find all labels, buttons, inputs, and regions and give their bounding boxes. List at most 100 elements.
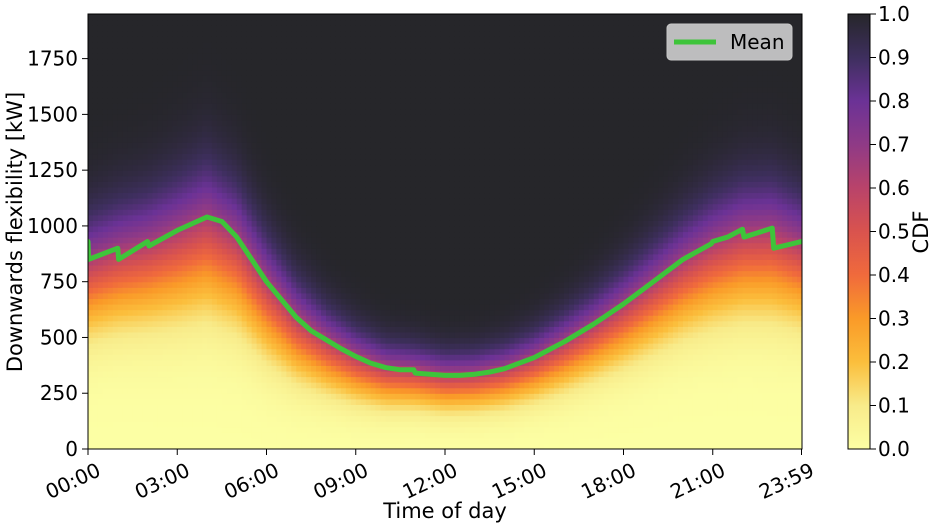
heatmap-cell (157, 410, 163, 416)
heatmap-cell (286, 287, 292, 293)
heatmap-cell (267, 421, 273, 427)
heatmap-cell (138, 321, 144, 327)
heatmap-cell (133, 220, 139, 226)
heatmap-cell (217, 209, 223, 215)
heatmap-cell (301, 237, 307, 243)
heatmap-cell (381, 209, 387, 215)
heatmap-cell (222, 153, 228, 159)
heatmap-cell (177, 321, 183, 327)
heatmap-cell (267, 220, 273, 226)
heatmap-cell (316, 365, 322, 371)
heatmap-cell (138, 438, 144, 444)
heatmap-cell (207, 103, 213, 109)
heatmap-cell (326, 120, 332, 126)
heatmap-cell (118, 237, 124, 243)
heatmap-cell (281, 126, 287, 132)
heatmap-cell (276, 204, 282, 210)
heatmap-cell (351, 92, 357, 98)
heatmap-cell (291, 226, 297, 232)
heatmap-cell (197, 14, 203, 20)
heatmap-cell (341, 304, 347, 310)
heatmap-cell (311, 187, 317, 193)
heatmap-cell (316, 153, 322, 159)
heatmap-cell (93, 204, 99, 210)
heatmap-cell (376, 271, 382, 277)
heatmap-cell (157, 304, 163, 310)
heatmap-cell (98, 131, 104, 137)
heatmap-cell (291, 237, 297, 243)
heatmap-cell (281, 421, 287, 427)
heatmap-cell (291, 321, 297, 327)
heatmap-cell (271, 198, 277, 204)
heatmap-cell (192, 360, 198, 366)
heatmap-cell (207, 343, 213, 349)
heatmap-cell (296, 126, 302, 132)
heatmap-cell (331, 432, 337, 438)
heatmap-cell (103, 432, 109, 438)
heatmap-cell (381, 170, 387, 176)
heatmap-cell (262, 103, 268, 109)
heatmap-cell (133, 326, 139, 332)
heatmap-cell (400, 159, 406, 165)
heatmap-cell (207, 321, 213, 327)
heatmap-cell (227, 248, 233, 254)
heatmap-cell (128, 75, 134, 81)
heatmap-cell (152, 165, 158, 171)
heatmap-cell (346, 25, 352, 31)
heatmap-cell (381, 265, 387, 271)
heatmap-cell (167, 181, 173, 187)
heatmap-cell (108, 148, 114, 154)
heatmap-cell (262, 259, 268, 265)
heatmap-cell (395, 399, 401, 405)
heatmap-cell (341, 243, 347, 249)
heatmap-cell (346, 226, 352, 232)
heatmap-cell (103, 332, 109, 338)
heatmap-cell (98, 337, 104, 343)
heatmap-cell (311, 70, 317, 76)
heatmap-cell (276, 36, 282, 42)
heatmap-cell (247, 438, 253, 444)
heatmap-cell (187, 103, 193, 109)
heatmap-cell (395, 20, 401, 26)
heatmap-cell (212, 64, 218, 70)
heatmap-cell (202, 371, 208, 377)
heatmap-cell (336, 354, 342, 360)
heatmap-cell (301, 254, 307, 260)
heatmap-cell (123, 181, 129, 187)
heatmap-cell (242, 293, 248, 299)
heatmap-cell (356, 365, 362, 371)
heatmap-cell (257, 421, 263, 427)
heatmap-cell (232, 159, 238, 165)
heatmap-cell (187, 321, 193, 327)
heatmap-cell (162, 31, 168, 37)
heatmap-cell (252, 70, 258, 76)
heatmap-cell (177, 388, 183, 394)
heatmap-cell (242, 176, 248, 182)
heatmap-cell (143, 259, 149, 265)
heatmap-cell (366, 187, 372, 193)
heatmap-cell (346, 98, 352, 104)
heatmap-cell (371, 377, 377, 383)
heatmap-cell (167, 120, 173, 126)
heatmap-cell (257, 354, 263, 360)
heatmap-cell (286, 142, 292, 148)
heatmap-cell (371, 59, 377, 65)
heatmap-cell (247, 343, 253, 349)
heatmap-cell (346, 36, 352, 42)
heatmap-cell (108, 298, 114, 304)
heatmap-cell (212, 70, 218, 76)
heatmap-cell (271, 254, 277, 260)
heatmap-cell (103, 304, 109, 310)
heatmap-cell (247, 153, 253, 159)
heatmap-cell (187, 393, 193, 399)
heatmap-cell (276, 326, 282, 332)
heatmap-cell (376, 298, 382, 304)
heatmap-cell (366, 432, 372, 438)
heatmap-cell (281, 75, 287, 81)
heatmap-cell (197, 310, 203, 316)
heatmap-cell (128, 232, 134, 238)
heatmap-cell (242, 337, 248, 343)
heatmap-cell (276, 109, 282, 115)
heatmap-cell (172, 388, 178, 394)
heatmap-cell (271, 410, 277, 416)
